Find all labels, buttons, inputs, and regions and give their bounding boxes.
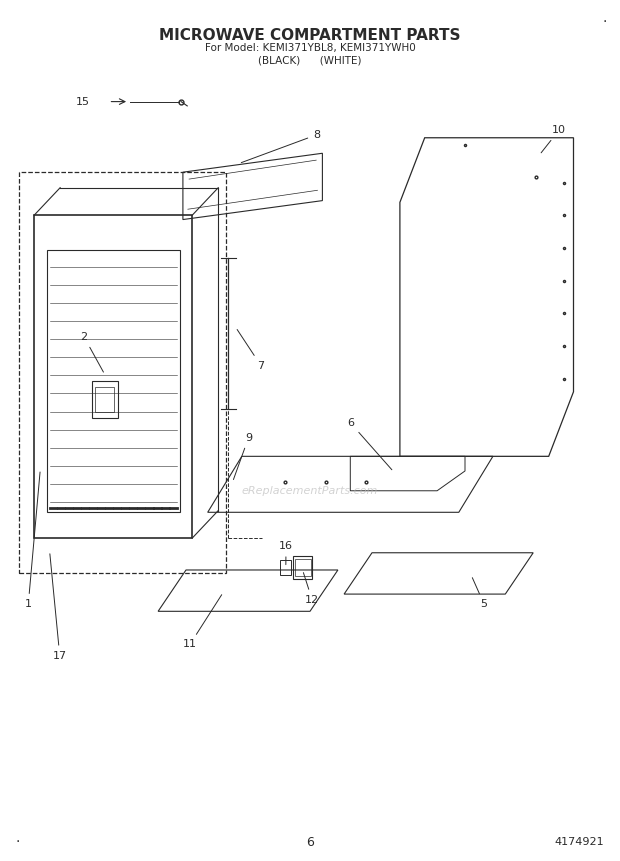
Text: 17: 17 xyxy=(50,554,67,660)
Bar xyxy=(280,560,291,575)
Text: ·: · xyxy=(602,15,607,28)
Text: 8: 8 xyxy=(241,130,320,163)
Text: MICROWAVE COMPARTMENT PARTS: MICROWAVE COMPARTMENT PARTS xyxy=(159,28,461,42)
Text: 11: 11 xyxy=(183,595,222,649)
Text: 16: 16 xyxy=(279,542,293,565)
Text: For Model: KEMI371YBL8, KEMI371YWH0: For Model: KEMI371YBL8, KEMI371YWH0 xyxy=(205,43,415,53)
Text: 6: 6 xyxy=(306,835,314,849)
Bar xyxy=(92,381,118,418)
Text: 15: 15 xyxy=(76,96,90,107)
Text: 12: 12 xyxy=(303,573,319,604)
Bar xyxy=(95,387,114,412)
Text: 6: 6 xyxy=(347,418,392,470)
Text: ·: · xyxy=(16,835,20,849)
Text: 7: 7 xyxy=(237,330,264,370)
Text: 5: 5 xyxy=(472,578,487,609)
Text: 4174921: 4174921 xyxy=(555,837,604,847)
Text: 10: 10 xyxy=(541,126,566,152)
Bar xyxy=(293,556,312,579)
Text: 2: 2 xyxy=(81,332,104,372)
Bar xyxy=(294,559,311,576)
Text: (BLACK)      (WHITE): (BLACK) (WHITE) xyxy=(259,56,361,66)
Text: 9: 9 xyxy=(234,433,252,480)
Text: 1: 1 xyxy=(25,472,40,609)
Bar xyxy=(34,215,192,538)
Bar xyxy=(46,250,180,512)
Text: eReplacementParts.com: eReplacementParts.com xyxy=(242,486,378,496)
